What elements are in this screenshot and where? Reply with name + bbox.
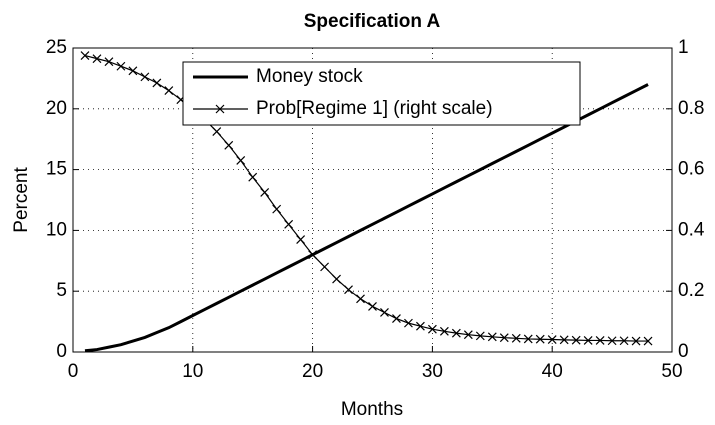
legend-box (182, 61, 581, 126)
marker (308, 250, 318, 260)
marker (643, 336, 653, 346)
y2-tick-label: 1 (678, 37, 689, 58)
marker (415, 321, 425, 331)
marker (332, 274, 341, 284)
marker (595, 336, 605, 345)
legend-label: Prob[Regime 1] (right scale) (256, 98, 493, 119)
y2-tick-label: 0.4 (678, 219, 705, 240)
marker (152, 78, 162, 88)
y-tick-label: 20 (46, 98, 67, 119)
series-line (84, 83, 649, 353)
x-tick-label: 40 (542, 361, 563, 382)
marker (344, 285, 353, 295)
marker (487, 332, 497, 342)
marker (439, 326, 449, 336)
chart-title: Specification A (304, 11, 441, 32)
marker (116, 61, 126, 71)
y-tick-label: 10 (46, 219, 67, 240)
marker (260, 187, 270, 197)
marker (451, 328, 461, 338)
y-tick-label: 25 (46, 37, 67, 58)
marker (104, 57, 114, 67)
marker (559, 335, 569, 345)
y-tick-label: 15 (46, 159, 67, 180)
marker (392, 314, 401, 323)
marker (475, 331, 485, 341)
marker (224, 140, 234, 150)
marker (380, 308, 389, 317)
marker (511, 333, 521, 343)
y-axis-label: Percent (11, 167, 32, 233)
marker (248, 172, 258, 182)
y-tick-label: 0 (56, 341, 67, 362)
x-tick-label: 50 (661, 361, 682, 382)
marker (284, 219, 294, 229)
y2-tick-label: 0.2 (678, 280, 704, 301)
legend-marker (215, 104, 225, 114)
x-tick-label: 20 (302, 361, 323, 382)
marker (547, 335, 557, 344)
marker (404, 318, 413, 328)
x-tick-label: 10 (182, 361, 203, 382)
marker (164, 86, 174, 95)
marker (92, 54, 102, 64)
marker (368, 301, 377, 311)
marker (296, 235, 306, 244)
marker (320, 262, 330, 272)
marker (607, 336, 617, 346)
marker (212, 127, 222, 137)
x-tick-label: 30 (422, 361, 443, 382)
y-tick-label: 5 (56, 280, 67, 301)
marker (619, 336, 629, 346)
marker (523, 334, 533, 344)
marker (499, 333, 509, 343)
x-axis-label: Months (341, 399, 403, 420)
y2-tick-label: 0.8 (678, 98, 704, 119)
plot-frame (72, 47, 673, 353)
marker (80, 51, 90, 61)
x-tick-label: 0 (68, 361, 79, 382)
marker (356, 294, 365, 304)
marker (140, 72, 150, 82)
marker (631, 336, 641, 346)
y2-tick-label: 0 (678, 341, 689, 362)
legend-label: Money stock (256, 66, 363, 87)
marker (128, 66, 138, 76)
marker (571, 335, 581, 345)
marker (583, 336, 593, 345)
y2-tick-label: 0.6 (678, 159, 704, 180)
marker (463, 330, 473, 340)
marker (427, 324, 437, 334)
marker (272, 204, 282, 214)
marker (535, 334, 545, 344)
marker (236, 156, 246, 165)
